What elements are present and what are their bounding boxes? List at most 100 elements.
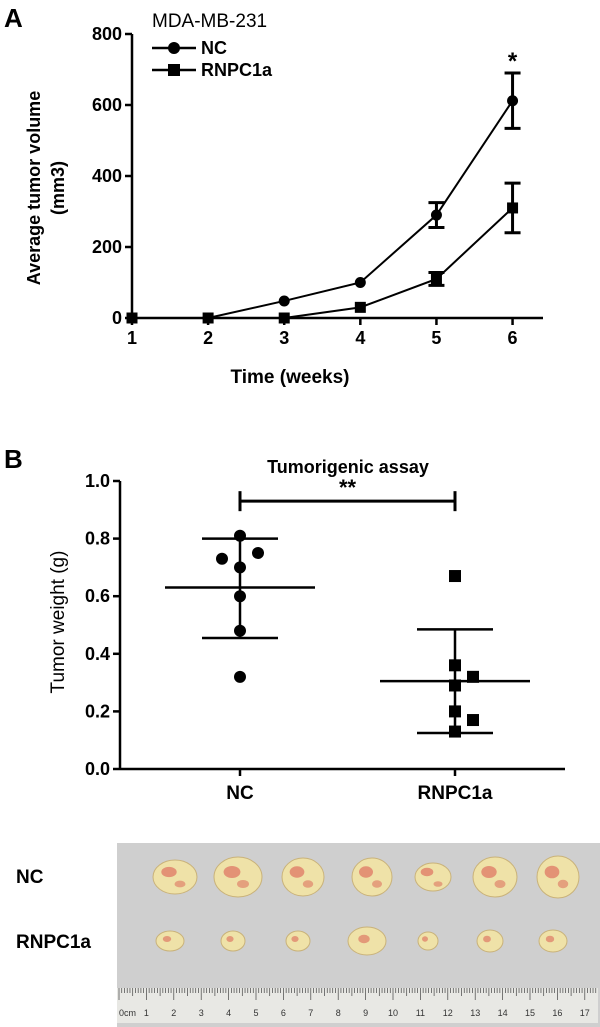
tumor-vessel: [223, 866, 241, 878]
x-tick-label: 4: [355, 328, 365, 348]
ruler-label: 13: [470, 1008, 480, 1018]
x-tick-label: 2: [203, 328, 213, 348]
tumor-vessel: [557, 879, 569, 889]
ruler-label: 11: [416, 1008, 425, 1018]
data-point-rnpc1a: [449, 659, 461, 672]
y-tick-label: 400: [92, 166, 122, 186]
data-point-rnpc1a: [354, 301, 366, 313]
tumor-vessel: [291, 936, 299, 942]
tumor-nc: [213, 856, 263, 898]
data-point-nc: [252, 547, 264, 559]
legend-label: RNPC1a: [201, 60, 273, 80]
data-point-nc: [234, 529, 246, 542]
data-point-rnpc1a: [126, 312, 138, 324]
tumor-vessel: [544, 865, 560, 879]
tumor-vessel: [302, 880, 314, 888]
tumor-vessel: [359, 866, 373, 878]
y-tick-label: 200: [92, 237, 122, 257]
data-point-nc: [216, 552, 228, 565]
ruler-label: 14: [498, 1008, 508, 1018]
data-point-nc: [234, 590, 246, 603]
photo-row-label-nc: NC: [16, 867, 44, 888]
tumor-vessel: [422, 936, 428, 942]
y-axis-label-line2: (mm3): [48, 161, 68, 215]
tumor-vessel: [433, 881, 443, 887]
y-tick-label: 0.4: [85, 644, 110, 664]
tumor-vessel: [545, 935, 555, 943]
data-point-nc: [507, 95, 519, 107]
chart-title: Tumorigenic assay: [267, 457, 429, 477]
ruler-label: 17: [580, 1008, 590, 1018]
data-point-nc: [278, 295, 290, 307]
y-tick-label: 800: [92, 24, 122, 44]
tumor-vessel: [237, 880, 249, 888]
ruler-label: 1: [144, 1008, 149, 1018]
tumor-nc: [472, 856, 518, 898]
tumor-rnpc1a: [285, 930, 311, 952]
ruler-label: 7: [308, 1008, 313, 1018]
data-point-rnpc1a: [467, 714, 479, 727]
tumor-vessel: [481, 866, 497, 878]
tumor-vessel: [483, 935, 491, 943]
legend-title: MDA-MB-231: [152, 11, 267, 32]
tumor-vessel: [372, 880, 382, 888]
tumor-nc: [414, 862, 452, 892]
x-tick-label: 5: [431, 328, 441, 348]
data-point-rnpc1a: [449, 705, 461, 718]
tumor-vessel: [494, 880, 506, 888]
tumor-nc: [351, 857, 393, 897]
data-point-rnpc1a: [202, 312, 214, 324]
y-axis-label-line1: Average tumor volume: [24, 91, 44, 285]
y-tick-label: 600: [92, 95, 122, 115]
data-point-nc: [430, 209, 442, 221]
tumor-volume-line-chart: MDA-MB-231 Average tumor volume (mm3) Ti…: [24, 11, 543, 388]
y-axis-label: Tumor weight (g): [48, 551, 69, 694]
tumor-vessel: [226, 936, 234, 942]
ruler-label: 3: [199, 1008, 204, 1018]
ruler-label: 8: [336, 1008, 341, 1018]
y-tick-label: 0: [112, 308, 122, 328]
data-point-nc: [234, 670, 246, 683]
ruler-label: 10: [388, 1008, 398, 1018]
y-tick-label: 0.6: [85, 586, 110, 606]
x-axis-label: Time (weeks): [231, 367, 350, 388]
significance-marker: **: [339, 475, 357, 500]
x-tick-label: 1: [127, 328, 137, 348]
tumor-vessel: [289, 866, 305, 878]
panel-a-label: A: [4, 3, 23, 33]
tumor-vessel: [161, 866, 177, 878]
ruler-label: 5: [253, 1008, 258, 1018]
x-tick-label: 6: [508, 328, 518, 348]
x-tick-label: 3: [279, 328, 289, 348]
tumor-vessel: [162, 936, 172, 942]
tumor-rnpc1a: [417, 931, 439, 951]
ruler-label: 2: [171, 1008, 176, 1018]
series-line-rnpc1a: [132, 207, 514, 319]
legend-label: NC: [201, 38, 227, 58]
data-point-rnpc1a: [449, 570, 461, 583]
tumor-vessel: [358, 934, 370, 944]
data-point-rnpc1a: [430, 273, 442, 285]
data-point-rnpc1a: [507, 202, 519, 214]
ruler-label: 0cm: [119, 1008, 136, 1018]
x-tick-label: RNPC1a: [418, 783, 493, 804]
tumor-weight-scatter-chart: Tumorigenic assay Tumor weight (g) 0.0 0.…: [48, 457, 565, 804]
legend-marker: [168, 64, 180, 76]
data-point-rnpc1a: [467, 670, 479, 683]
tumor-nc: [536, 855, 580, 899]
ruler-label: 4: [226, 1008, 231, 1018]
ruler: [117, 988, 598, 1023]
y-tick-label: 0.0: [85, 759, 110, 779]
tumor-rnpc1a: [220, 930, 246, 952]
panel-b-label: B: [4, 444, 23, 474]
ruler-label: 6: [281, 1008, 286, 1018]
data-point-rnpc1a: [278, 312, 290, 324]
ruler-label: 16: [552, 1008, 562, 1018]
y-tick-label: 1.0: [85, 471, 110, 491]
data-point-rnpc1a: [449, 679, 461, 692]
data-point-nc: [234, 624, 246, 637]
tumor-nc: [152, 859, 198, 895]
tumor-vessel: [174, 880, 186, 888]
data-point-nc: [354, 277, 366, 288]
